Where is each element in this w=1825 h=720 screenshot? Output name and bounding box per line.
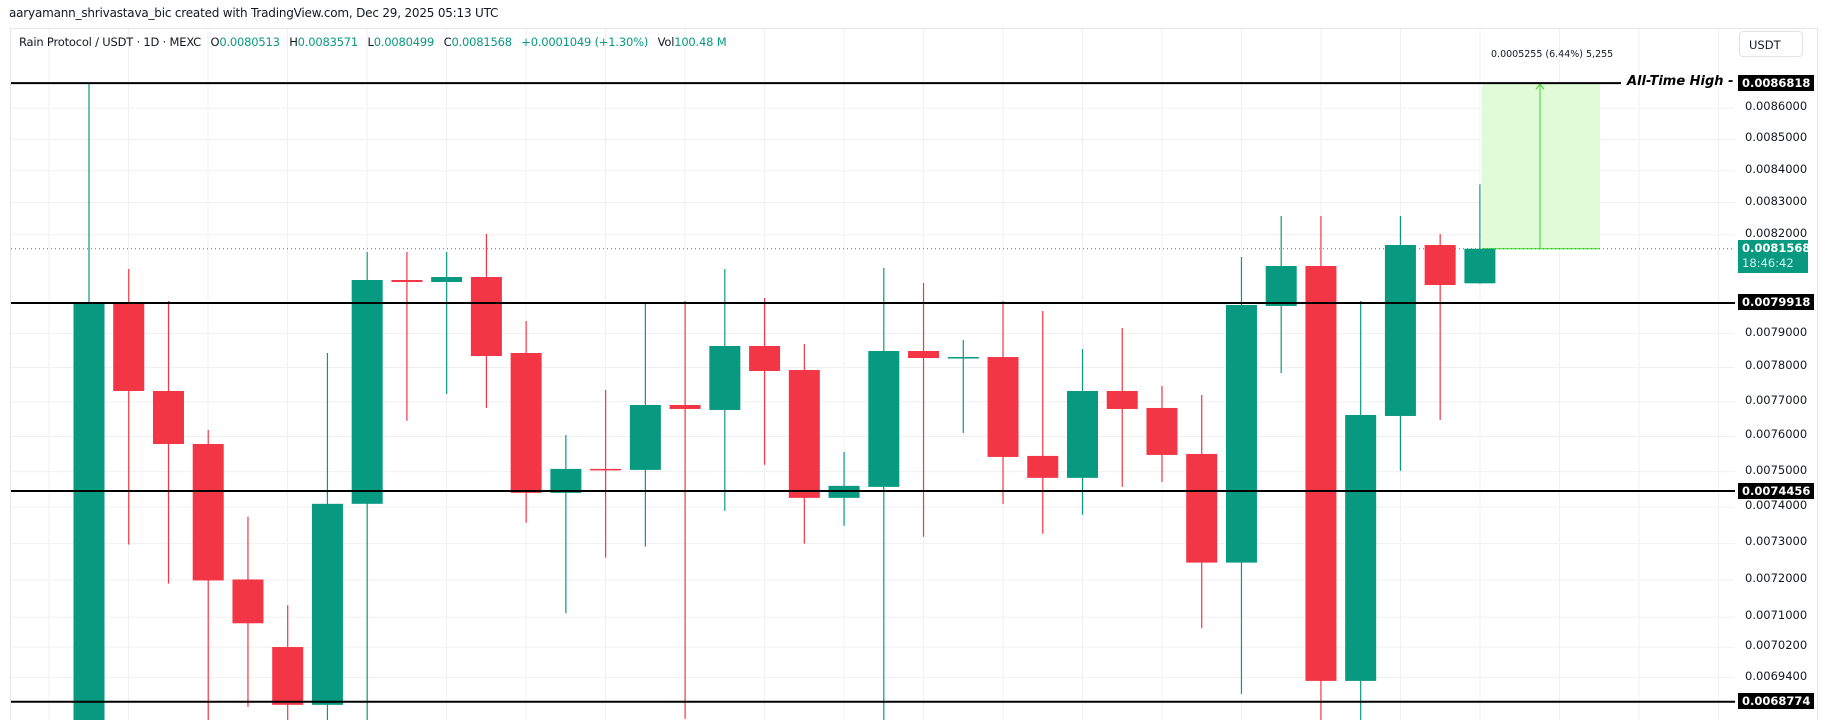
candle-body-up [73,303,105,720]
price-axis[interactable] [1735,28,1818,720]
candle-body-down [1186,453,1218,563]
close-value: 0.0081568 [451,35,512,49]
low-label: L [367,35,374,49]
candle-body-down [1146,407,1178,455]
level-3-price-tag: 0.0068774 [1738,693,1815,709]
candle-body-down [113,303,145,391]
candle-body-down [788,370,820,498]
chart-pane[interactable]: Rain Protocol / USDT · 1D · MEXC O0.0080… [10,28,1736,720]
change-value: +0.0001049 (+1.30%) [521,35,649,49]
candle-body-down [987,357,1019,457]
candle-body-down [1424,245,1456,285]
candle-body-down [470,277,502,357]
open-value: 0.0080513 [219,35,280,49]
candle-body-down [590,468,622,471]
price-tick-label: 0.0085000 [1745,130,1808,145]
level-1-price-tag: 0.0079918 [1738,294,1815,310]
candle-body-up [1067,390,1098,478]
candle-body-down [669,404,701,409]
chart-credit: aaryamann_shrivastava_bic created with T… [9,6,499,20]
candle-body-up [629,404,661,470]
price-tick-label: 0.0072000 [1745,571,1808,585]
candle-body-up [868,351,900,487]
price-tick-label: 0.0078000 [1745,358,1808,373]
price-tick-label: 0.0070200 [1745,638,1808,653]
symbol-legend: Rain Protocol / USDT · 1D · MEXC O0.0080… [19,35,732,49]
candlestick-chart [11,29,1736,720]
candle-body-up [947,357,979,359]
ath-price-tag: 0.0086818 [1738,75,1815,91]
candle-body-up [1384,245,1416,416]
candle-body-up [311,503,343,705]
last-price-value: 0.0081568 [1742,241,1811,255]
bar-countdown: 18:46:42 [1742,256,1794,270]
price-tick-label: 0.0071000 [1745,608,1808,623]
volume-value: 100.48 M [674,35,727,49]
level-2-price-tag: 0.0074456 [1738,483,1815,499]
candle-body-up [1265,265,1297,306]
candle-body-down [908,351,940,359]
candle-body-up [1464,248,1496,284]
candle-body-down [391,280,423,282]
candle-body-down [272,647,304,705]
candle-body-up [709,346,741,410]
candle-body-down [749,346,781,372]
price-tick-label: 0.0069400 [1745,668,1808,683]
candle-body-down [510,353,542,493]
candle-body-up [1345,414,1377,681]
price-tick-label: 0.0086000 [1745,99,1808,114]
candle-body-up [351,280,383,504]
price-tick-label: 0.0076000 [1745,427,1808,442]
price-tick-label: 0.0075000 [1745,462,1808,477]
close-label: C [443,35,452,49]
candle-body-down [192,443,224,581]
candle-body-up [431,277,463,282]
symbol-title[interactable]: Rain Protocol / USDT · 1D · MEXC [19,35,202,49]
price-tick-label: 0.0079000 [1745,324,1808,339]
price-tick-label: 0.0082000 [1745,225,1808,240]
candle-body-down [1106,390,1138,409]
last-price-tag: 0.0081568 18:46:42 [1738,240,1811,273]
price-tick-label: 0.0077000 [1745,392,1808,407]
candle-body-up [1225,304,1257,563]
price-range-measure-box [1482,83,1600,249]
currency-button[interactable]: USDT [1739,31,1803,57]
price-range-measure-label: 0.0005255 (6.44%) 5,255 [1491,49,1614,60]
candle-body-down [232,579,264,624]
all-time-high-label: All-Time High - [1625,74,1736,90]
high-label: H [289,35,298,49]
low-value: 0.0080499 [373,35,435,49]
price-tick-label: 0.0074000 [1745,498,1808,513]
open-label: O [210,35,220,49]
candle-body-down [1305,265,1337,681]
price-tick-label: 0.0083000 [1745,193,1808,208]
price-tick-label: 0.0073000 [1745,534,1808,549]
candle-body-down [1027,455,1059,478]
candle-body-down [152,390,184,444]
price-tick-label: 0.0084000 [1745,161,1808,176]
volume-label: Vol [657,35,675,49]
candle-body-up [550,468,582,493]
high-value: 0.0083571 [297,35,359,49]
